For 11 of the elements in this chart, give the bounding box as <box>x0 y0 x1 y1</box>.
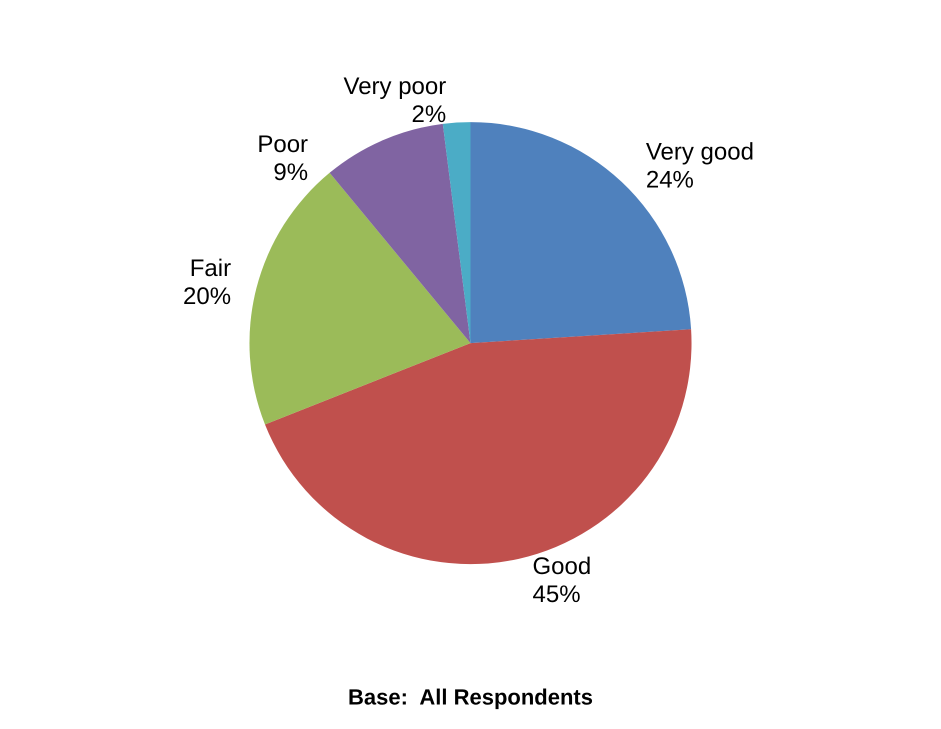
data-label: 20% <box>183 283 232 310</box>
text: Base: All Respondents <box>348 684 593 710</box>
slice-label: Poor <box>257 131 308 158</box>
slice-label: Very poor <box>344 73 446 100</box>
data-label: 9% <box>273 159 308 186</box>
slice-label: Very good <box>646 138 754 166</box>
data-label: 45% <box>532 580 581 608</box>
data-label: 2% <box>412 101 446 128</box>
data-label: 24% <box>646 166 694 194</box>
slice-label: Fair <box>190 255 232 282</box>
slice-label: Good <box>532 552 592 580</box>
